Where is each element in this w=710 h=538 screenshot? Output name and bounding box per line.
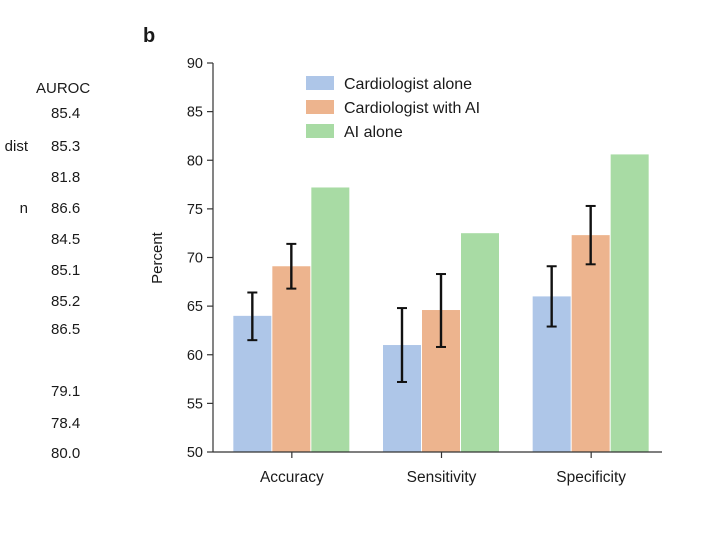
auroc-value: 80.0 [51, 445, 80, 462]
legend-swatch [306, 76, 334, 90]
y-tick-label: 65 [187, 299, 203, 315]
auroc-value: 81.8 [51, 169, 80, 186]
y-tick-label: 60 [187, 348, 203, 364]
legend-swatch [306, 124, 334, 138]
auroc-value: 85.3 [51, 138, 80, 155]
x-tick-label: Specificity [556, 469, 626, 486]
legend-label: Cardiologist with AI [344, 100, 480, 117]
row-label-fragment: dist [5, 138, 29, 155]
y-tick-label: 80 [187, 153, 203, 169]
auroc-value: 85.2 [51, 293, 80, 310]
legend: Cardiologist alone Cardiologist with AI AI… [306, 76, 480, 141]
y-tick-label: 85 [187, 105, 203, 121]
legend-label: Cardiologist alone [344, 76, 472, 93]
auroc-value: 84.5 [51, 231, 80, 248]
bar-ai-alone [610, 154, 649, 453]
bar-ai-alone [461, 233, 499, 452]
y-tick-label: 55 [187, 396, 203, 412]
x-tick-label: Accuracy [260, 469, 324, 486]
row-label-fragment: n [20, 200, 28, 217]
error-bars-group [247, 204, 596, 383]
y-tick-label: 90 [187, 56, 203, 72]
y-axis: 50 55 60 65 70 75 80 85 90 [187, 56, 214, 461]
bar-cardiologist-with-ai [272, 266, 311, 452]
auroc-header: AUROC [36, 80, 90, 97]
auroc-value: 78.4 [51, 415, 80, 432]
y-tick-label: 50 [187, 445, 203, 461]
auroc-value: 85.4 [51, 105, 80, 122]
auroc-value: 79.1 [51, 383, 80, 400]
y-tick-label: 70 [187, 251, 203, 267]
legend-swatch [306, 100, 334, 114]
panel-label: b [143, 25, 155, 47]
x-axis: Accuracy Sensitivity Specificity [213, 451, 662, 486]
auroc-value: 85.1 [51, 262, 80, 279]
x-tick-label: Sensitivity [407, 469, 477, 486]
y-axis-title: Percent [149, 231, 166, 284]
y-tick-label: 75 [187, 202, 203, 218]
auroc-value: 86.6 [51, 200, 80, 217]
legend-label: AI alone [344, 124, 403, 141]
bar-chart: 50 55 60 65 70 75 80 85 90 Accuracy Sensitivity Sp… [149, 56, 662, 486]
bar-ai-alone [311, 187, 350, 453]
auroc-value: 86.5 [51, 321, 80, 338]
left-auroc-table: AUROC 85.4 85.3 81.8 86.6 84.5 85.1 85.2 86.5 79… [5, 80, 91, 462]
bar-cardiologist-with-ai [571, 235, 610, 452]
